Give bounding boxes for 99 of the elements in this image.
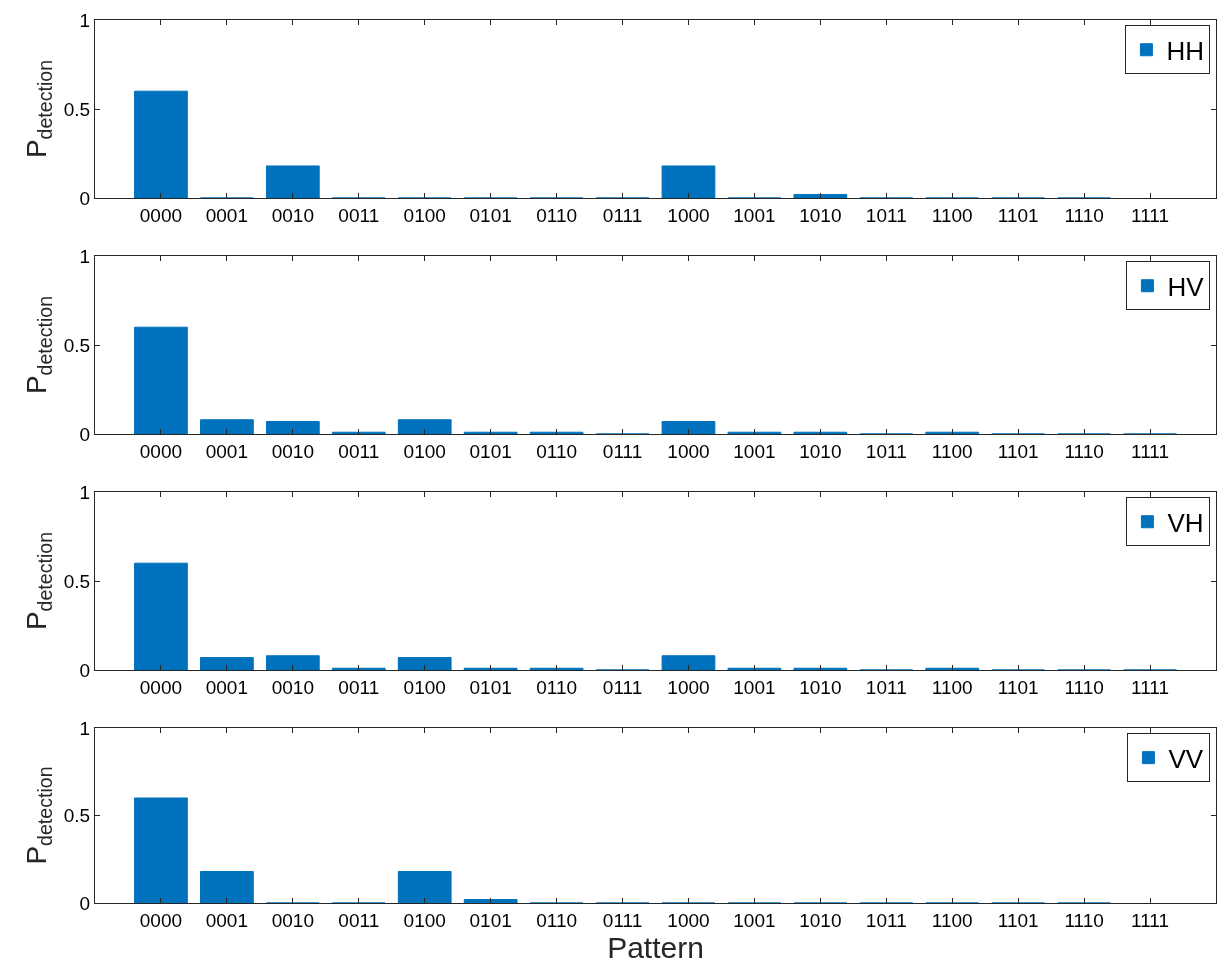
x-tick-label: 0111 bbox=[602, 440, 643, 462]
x-tick-label: 1000 bbox=[667, 204, 710, 226]
x-tick-label: 1000 bbox=[667, 440, 710, 462]
x-tick-label: 0101 bbox=[469, 909, 512, 931]
x-axis-title: Pattern bbox=[607, 930, 704, 964]
x-tick-label: 0101 bbox=[469, 204, 512, 226]
x-tick-label: 0000 bbox=[139, 204, 183, 226]
x-tick-label: 0000 bbox=[139, 676, 183, 698]
x-tick-label: 0011 bbox=[338, 676, 380, 698]
bar bbox=[134, 797, 188, 903]
x-tick-label: 1110 bbox=[1064, 440, 1104, 462]
x-tick-label: 0111 bbox=[602, 204, 643, 226]
bar bbox=[661, 165, 716, 198]
x-tick-label: 1111 bbox=[1131, 204, 1170, 226]
y-tick-label: 0.5 bbox=[63, 98, 91, 120]
x-tick-label: 1001 bbox=[733, 909, 776, 931]
y-tick-label: 0.5 bbox=[63, 805, 91, 827]
x-tick-label: 0011 bbox=[338, 204, 380, 226]
x-tick-label: 0010 bbox=[271, 909, 314, 931]
x-tick-label: 0101 bbox=[469, 676, 512, 698]
x-tick-label: 0110 bbox=[536, 676, 578, 698]
x-tick-label: 0010 bbox=[271, 204, 314, 226]
x-tick-label: 1001 bbox=[733, 676, 776, 698]
x-tick-label: 0011 bbox=[338, 440, 380, 462]
legend-label: VH bbox=[1167, 507, 1204, 538]
x-tick-label: 0000 bbox=[139, 440, 183, 462]
legend-label: HV bbox=[1167, 271, 1205, 302]
x-tick-label: 0111 bbox=[602, 676, 643, 698]
bar bbox=[661, 655, 716, 670]
x-tick-label: 0001 bbox=[205, 440, 249, 462]
legend-label: VV bbox=[1168, 743, 1204, 774]
x-tick-label: 0100 bbox=[403, 440, 446, 462]
y-tick-label: 0 bbox=[79, 423, 91, 445]
x-tick-label: 0010 bbox=[271, 676, 314, 698]
y-tick-label: 1 bbox=[79, 717, 91, 739]
y-tick-label: 0.5 bbox=[63, 334, 91, 356]
bar bbox=[463, 899, 518, 903]
x-tick-label: 1101 bbox=[997, 204, 1039, 226]
x-tick-label: 1101 bbox=[997, 909, 1039, 931]
y-tick-label: 1 bbox=[79, 9, 91, 31]
x-tick-label: 1010 bbox=[799, 204, 842, 226]
x-tick-label: 1110 bbox=[1064, 204, 1104, 226]
x-tick-label: 0100 bbox=[403, 204, 446, 226]
y-tick-label: 0.5 bbox=[63, 570, 91, 592]
x-tick-label: 0101 bbox=[469, 440, 512, 462]
bar bbox=[397, 657, 452, 670]
x-tick-label: 1110 bbox=[1064, 676, 1104, 698]
bar bbox=[397, 871, 452, 903]
bar bbox=[661, 421, 716, 434]
x-tick-label: 1001 bbox=[733, 204, 776, 226]
x-tick-label: 0000 bbox=[139, 909, 183, 931]
x-tick-label: 0001 bbox=[205, 676, 249, 698]
y-tick-label: 1 bbox=[79, 245, 91, 267]
x-tick-label: 0001 bbox=[205, 204, 249, 226]
x-tick-label: 1011 bbox=[865, 676, 907, 698]
x-tick-label: 0100 bbox=[403, 909, 446, 931]
y-tick-label: 0 bbox=[79, 187, 91, 209]
x-tick-label: 1110 bbox=[1064, 909, 1104, 931]
x-tick-label: 0100 bbox=[403, 676, 446, 698]
x-tick-label: 1010 bbox=[799, 676, 842, 698]
bar bbox=[265, 421, 320, 434]
x-tick-label: 1010 bbox=[799, 909, 842, 931]
x-tick-label: 1100 bbox=[931, 909, 973, 931]
x-tick-label: 1011 bbox=[865, 440, 907, 462]
legend-label: HH bbox=[1166, 35, 1204, 66]
x-tick-label: 0011 bbox=[338, 909, 380, 931]
bar bbox=[200, 419, 254, 434]
x-tick-label: 1001 bbox=[733, 440, 776, 462]
x-tick-label: 1000 bbox=[667, 676, 710, 698]
bar bbox=[134, 326, 188, 434]
x-tick-label: 0010 bbox=[271, 440, 314, 462]
x-tick-label: 1010 bbox=[799, 440, 842, 462]
x-tick-label: 1111 bbox=[1131, 440, 1170, 462]
bar bbox=[134, 562, 188, 670]
x-tick-label: 1100 bbox=[931, 676, 973, 698]
y-tick-label: 0 bbox=[79, 659, 91, 681]
x-tick-label: 0110 bbox=[536, 204, 578, 226]
bar bbox=[397, 419, 452, 434]
x-tick-label: 0110 bbox=[536, 440, 578, 462]
y-tick-label: 1 bbox=[79, 481, 91, 503]
bar bbox=[200, 657, 254, 670]
x-tick-label: 0111 bbox=[602, 909, 643, 931]
x-tick-label: 1011 bbox=[865, 909, 907, 931]
x-tick-label: 1101 bbox=[997, 440, 1039, 462]
y-tick-label: 0 bbox=[79, 892, 91, 914]
x-tick-label: 1111 bbox=[1131, 909, 1170, 931]
x-tick-label: 1111 bbox=[1131, 676, 1170, 698]
bar bbox=[134, 90, 188, 198]
x-tick-label: 1000 bbox=[667, 909, 710, 931]
bar bbox=[793, 193, 848, 198]
x-tick-label: 0001 bbox=[205, 909, 249, 931]
x-tick-label: 0110 bbox=[536, 909, 578, 931]
x-tick-label: 1101 bbox=[997, 676, 1039, 698]
bar bbox=[200, 871, 254, 903]
bar bbox=[265, 165, 320, 198]
bar bbox=[265, 655, 320, 670]
x-tick-label: 1100 bbox=[931, 440, 973, 462]
x-tick-label: 1100 bbox=[931, 204, 973, 226]
x-tick-label: 1011 bbox=[865, 204, 907, 226]
